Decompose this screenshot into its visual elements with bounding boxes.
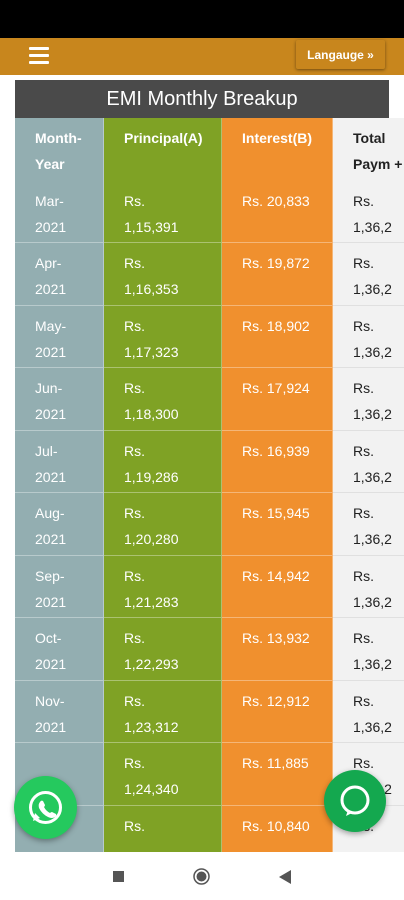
cell-interest: Rs. 19,872 [222,243,333,306]
cell-month-year: Oct-2021 [15,618,104,681]
triangle-back-icon[interactable] [279,870,291,884]
cell-principal: Rs. 1,15,391 [104,180,222,243]
cell-month-year: May-2021 [15,305,104,368]
cell-month-year: Apr-2021 [15,243,104,306]
square-recents-icon[interactable] [113,871,124,882]
cell-month-year: Jun-2021 [15,368,104,431]
cell-principal: Rs. 1,24,340 [104,743,222,806]
cell-total-payment: Rs. 1,36,2 [333,305,404,368]
cell-principal: Rs. 1,21,283 [104,555,222,618]
whatsapp-button[interactable] [14,776,77,839]
cell-interest: Rs. 18,902 [222,305,333,368]
cell-principal: Rs. 1,23,312 [104,680,222,743]
cell-total-payment: Rs. 1,36,2 [333,618,404,681]
cell-month-year: Aug-2021 [15,493,104,556]
cell-total-payment: Rs. 1,36,2 [333,555,404,618]
emi-breakup-section: EMI Monthly Breakup Month-Year Principal… [15,80,404,852]
cell-interest: Rs. 13,932 [222,618,333,681]
cell-month-year: Jul-2021 [15,430,104,493]
app-header: Langauge » [0,38,404,75]
table-title: EMI Monthly Breakup [15,80,389,118]
cell-month-year: Sep-2021 [15,555,104,618]
cell-principal: Rs. 1,16,353 [104,243,222,306]
circle-home-icon[interactable] [193,868,210,885]
cell-principal: Rs. 1,20,280 [104,493,222,556]
cell-total-payment: Rs. 1,36,2 [333,180,404,243]
whatsapp-icon [29,791,62,824]
cell-month-year: Nov-2021 [15,680,104,743]
cell-principal: Rs. 1,18,300 [104,368,222,431]
cell-principal: Rs. [104,805,222,852]
system-navigation-bar [0,852,404,900]
cell-interest: Rs. 11,885 [222,743,333,806]
chat-bubble-icon [340,785,370,816]
cell-total-payment: Rs. 1,36,2 [333,430,404,493]
cell-total-payment: Rs. 1,36,2 [333,680,404,743]
cell-interest: Rs. 16,939 [222,430,333,493]
emi-table: Month-Year Principal(A) Interest(B) Tota… [15,118,404,852]
cell-total-payment: Rs. 1,36,2 [333,368,404,431]
cell-interest: Rs. 12,912 [222,680,333,743]
status-bar [0,0,404,38]
cell-principal: Rs. 1,17,323 [104,305,222,368]
cell-interest: Rs. 14,942 [222,555,333,618]
cell-principal: Rs. 1,19,286 [104,430,222,493]
cell-interest: Rs. 10,840 [222,805,333,852]
cell-total-payment: Rs. 1,36,2 [333,493,404,556]
language-button[interactable]: Langauge » [296,40,385,69]
cell-interest: Rs. 15,945 [222,493,333,556]
cell-principal: Rs. 1,22,293 [104,618,222,681]
cell-total-payment: Rs. 1,36,2 [333,243,404,306]
cell-month-year: Mar-2021 [15,180,104,243]
hamburger-menu-icon[interactable] [29,47,49,65]
cell-interest: Rs. 17,924 [222,368,333,431]
cell-interest: Rs. 20,833 [222,180,333,243]
chat-button[interactable] [324,770,386,832]
